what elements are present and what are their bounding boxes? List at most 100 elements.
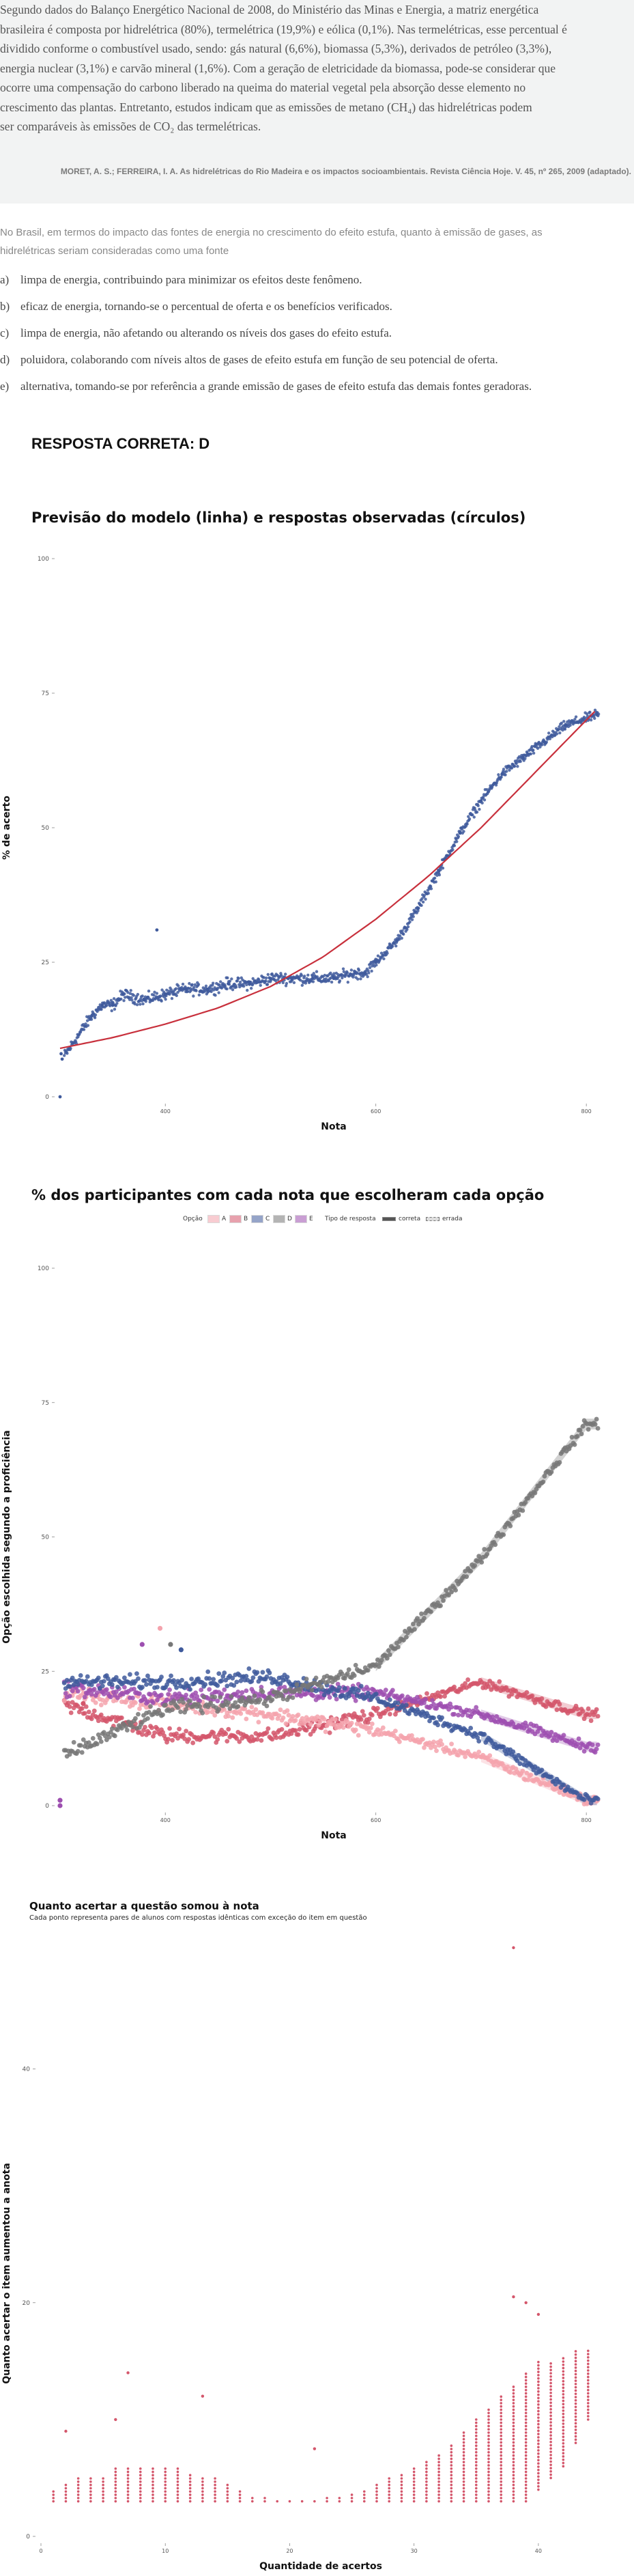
chart3-point — [487, 2451, 490, 2454]
chart3-point — [126, 2497, 130, 2500]
chart2-point-B — [463, 1681, 468, 1686]
chart2-point-E — [590, 1742, 595, 1748]
chart3-point — [188, 2490, 192, 2493]
option-c[interactable]: c) limpa de energia, não afetando ou alte… — [0, 326, 392, 340]
option-e[interactable]: e) alternativa, tomando-se por referência… — [0, 380, 532, 393]
chart1-point — [341, 976, 344, 980]
chart1-model-line — [59, 711, 596, 1050]
chart1-point — [529, 752, 533, 756]
chart3-point — [524, 2421, 528, 2424]
chart3-outlier — [512, 2295, 515, 2299]
chart1-point — [84, 1022, 87, 1026]
legend-swatch-A — [207, 1215, 220, 1223]
chart2-point-D — [557, 1460, 562, 1465]
chart3-point — [474, 2461, 478, 2463]
chart3-point — [388, 2490, 391, 2493]
chart2-point-C — [136, 1676, 141, 1681]
chart2-point-A — [249, 1705, 255, 1710]
chart1-point — [548, 737, 552, 740]
chart2-point-C — [134, 1671, 139, 1677]
chart3-point — [549, 2398, 552, 2401]
chart3-point — [276, 2500, 279, 2503]
chart1-point — [416, 906, 420, 910]
chart1-point — [400, 936, 403, 940]
chart2-point-B — [289, 1731, 294, 1736]
chart3-point — [52, 2497, 55, 2500]
chart1-point — [132, 994, 136, 997]
chart2-point-B — [83, 1704, 89, 1709]
chart3-point — [549, 2392, 552, 2394]
chart3-point — [126, 2477, 130, 2480]
chart3-point — [562, 2390, 565, 2392]
chart1-point — [69, 1047, 72, 1050]
chart3-point — [562, 2422, 565, 2425]
chart3-point — [574, 2438, 577, 2441]
chart1-point — [160, 988, 164, 992]
chart3-point — [500, 2493, 503, 2496]
chart2-point-C — [174, 1685, 179, 1690]
chart2-point-A — [297, 1722, 302, 1727]
chart2-point-C — [246, 1666, 252, 1671]
chart3-point — [512, 2454, 515, 2457]
chart3-point — [487, 2490, 490, 2493]
chart2-point-E — [167, 1687, 172, 1692]
chart3-point — [537, 2364, 540, 2367]
chart2-point-D — [319, 1684, 324, 1690]
chart1-point — [248, 982, 252, 985]
chart2-point-D — [549, 1470, 554, 1474]
chart3-point — [462, 2467, 465, 2470]
option-b[interactable]: b) eficaz de energia, tornando-se o perce… — [0, 300, 392, 313]
chart3-point — [263, 2497, 266, 2500]
chart1-point — [197, 993, 201, 997]
chart2-point-C — [230, 1675, 235, 1681]
chart3-point — [524, 2477, 528, 2480]
chart3-point — [500, 2435, 503, 2437]
chart3-point — [388, 2480, 391, 2483]
chart2-point-D — [441, 1598, 446, 1604]
chart2-point-B — [119, 1716, 124, 1720]
chart2-title: % dos participantes com cada nota que es… — [31, 1187, 545, 1203]
chart3-point — [214, 2497, 216, 2500]
chart3-point — [487, 2431, 490, 2434]
chart2-point-B — [375, 1705, 380, 1711]
chart2-point-B — [543, 1704, 549, 1709]
chart2-point-D — [541, 1479, 546, 1485]
chart2-point-C — [539, 1767, 545, 1773]
chart1-point — [93, 1016, 97, 1020]
chart3-point — [412, 2490, 416, 2493]
chart3-point — [537, 2413, 540, 2416]
chart2-point-C — [501, 1744, 506, 1750]
chart2-point-D — [345, 1671, 350, 1677]
chart1-point — [476, 804, 480, 807]
chart2-point-D — [449, 1589, 454, 1595]
option-a[interactable]: a) limpa de energia, contribuindo para mi… — [0, 273, 362, 287]
chart3-point — [338, 2497, 341, 2500]
chart3-point — [412, 2470, 416, 2474]
chart2-point-B — [296, 1732, 301, 1737]
chart3-point — [152, 2480, 154, 2483]
chart1-point — [122, 998, 126, 1003]
chart1-point — [60, 1057, 64, 1061]
chart3-point — [152, 2483, 154, 2487]
chart3-point — [474, 2487, 478, 2490]
chart1-point — [139, 1003, 142, 1006]
chart2-point-A — [242, 1706, 248, 1711]
chart2-point-C — [105, 1676, 111, 1681]
chart3-point — [474, 2431, 478, 2434]
chart1-xtick-label: 400 — [160, 1108, 171, 1115]
chart3-point — [400, 2487, 403, 2490]
chart3-point — [562, 2403, 565, 2406]
passage-line: brasileira é composta por hidrelétrica (… — [0, 22, 567, 36]
chart3-point — [76, 2477, 80, 2480]
chart3-point — [226, 2490, 229, 2493]
chart3-points — [52, 2349, 590, 2503]
chart2-point-D — [411, 1621, 416, 1627]
chart3-point — [89, 2490, 92, 2493]
chart1-point — [508, 768, 511, 772]
chart3-point — [152, 2477, 154, 2480]
chart1-point — [435, 873, 439, 878]
chart3-point — [549, 2431, 552, 2434]
option-d[interactable]: d) poluidora, colaborando com níveis alto… — [0, 353, 498, 367]
chart2-point-D — [115, 1727, 120, 1733]
chart2-point-E — [575, 1741, 580, 1747]
